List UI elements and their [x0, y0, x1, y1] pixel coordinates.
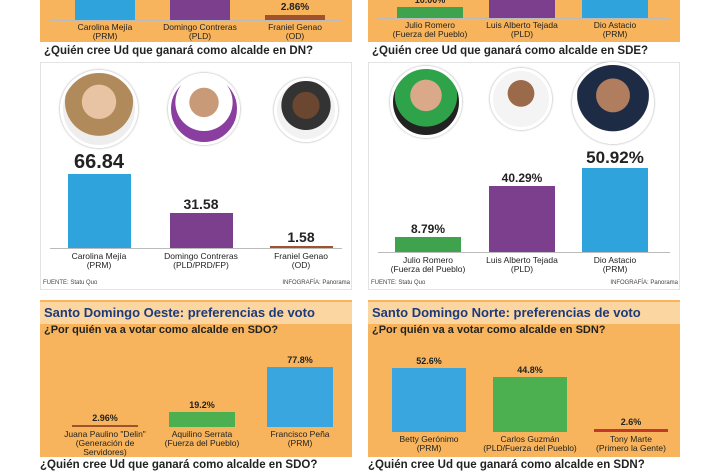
panel-frame — [40, 62, 352, 290]
value-label: 10.00% — [414, 0, 446, 5]
bar — [594, 428, 668, 432]
category-label: Dio Astacio (PRM) — [593, 255, 637, 274]
baseline — [50, 248, 342, 249]
next-question: ¿Quién cree Ud que ganará como alcalde e… — [368, 459, 645, 471]
candidate-photo — [60, 70, 138, 148]
value-label: 52.6% — [416, 355, 442, 366]
bar — [493, 377, 567, 432]
baseline — [378, 18, 670, 19]
value-label: 2.6% — [620, 416, 642, 427]
category-label: Julio Romero (Fuerza del Pueblo) — [390, 255, 466, 274]
value-label: 2.86% — [280, 1, 310, 13]
bar — [75, 0, 135, 20]
bar — [395, 237, 461, 252]
category-label: Carolina Mejía (PRM) — [77, 22, 133, 41]
category-label: Franiel Genao (OD) — [268, 22, 322, 41]
value-label: 40.29% — [501, 170, 543, 185]
next-question: ¿Quién cree Ud que ganará como alcalde e… — [40, 459, 318, 471]
value-label: 44.8% — [517, 365, 543, 376]
bar — [392, 367, 466, 432]
category-label: Domingo Contreras (PLD/PRD/FP) — [164, 251, 238, 270]
credit-note: INFOGRAFÍA: Panorama — [610, 280, 678, 286]
category-label: Betty Gerónimo (PRM) — [399, 434, 459, 453]
category-label: Dio Astacio (PRM) — [593, 20, 637, 39]
bar — [582, 0, 648, 18]
bar — [269, 246, 333, 248]
panel-frame — [368, 62, 680, 290]
value-label: 50.92% — [586, 147, 644, 167]
candidate-photo — [390, 66, 462, 138]
value-label: 77.8% — [287, 355, 313, 366]
category-label: Tony Marte (Primero la Gente) — [596, 434, 666, 453]
value-label: 2.96% — [92, 412, 118, 423]
value-label: 8.79% — [410, 222, 446, 237]
bar — [489, 0, 555, 18]
bar — [582, 167, 648, 252]
source-note: FUENTE: Statu Quo — [371, 280, 426, 286]
candidate-photo — [490, 68, 552, 130]
credit-note: INFOGRAFÍA: Panorama — [282, 280, 350, 286]
category-label: Franiel Genao (OD) — [274, 251, 328, 270]
source-note: FUENTE: Statu Quo — [43, 280, 98, 286]
baseline — [378, 252, 670, 253]
candidate-photo — [572, 62, 654, 144]
bar — [72, 424, 138, 427]
bar — [67, 174, 131, 248]
bar — [397, 7, 463, 18]
value-label: 19.2% — [189, 400, 215, 411]
chart-title: ¿Quién cree Ud que ganará como alcalde e… — [44, 45, 314, 57]
panel-heading: Santo Domingo Oeste: preferencias de vot… — [44, 305, 315, 320]
bar — [169, 412, 235, 427]
heading-band — [40, 302, 352, 324]
category-label: Luis Alberto Tejada (PLD) — [486, 20, 558, 39]
category-label: Julio Romero (Fuerza del Pueblo) — [392, 20, 468, 39]
candidate-photo — [274, 78, 338, 142]
value-label: 1.58 — [287, 229, 315, 246]
bar — [169, 213, 233, 248]
panel-heading: Santo Domingo Norte: preferencias de vot… — [372, 305, 641, 320]
bar — [267, 367, 333, 427]
chart-title: ¿Quién cree Ud que ganará como alcalde e… — [372, 45, 649, 57]
candidate-photo — [168, 73, 240, 145]
value-label: 31.58 — [183, 196, 219, 213]
chart-subtitle: ¿Por quién va a votar como alcalde en SD… — [44, 324, 279, 336]
value-label: 66.84 — [73, 151, 125, 174]
category-label: Aquilino Serrata (Fuerza del Pueblo) — [164, 429, 240, 448]
baseline — [50, 20, 342, 21]
chart-subtitle: ¿Por quién va a votar como alcalde en SD… — [372, 324, 606, 336]
category-label: Luis Alberto Tejada (PLD) — [486, 255, 558, 274]
category-label: Francisco Peña (PRM) — [270, 429, 330, 448]
category-label: Domingo Contreras (PLD) — [163, 22, 237, 41]
bar — [265, 14, 325, 20]
category-label: Juana Paulino "Delin" (Generación de Ser… — [64, 429, 146, 457]
heading-band — [368, 302, 680, 324]
bar — [489, 185, 555, 252]
category-label: Carolina Mejía (PRM) — [71, 251, 127, 270]
bar — [170, 0, 230, 20]
category-label: Carlos Guzmán (PLD/Fuerza del Pueblo) — [483, 434, 577, 453]
